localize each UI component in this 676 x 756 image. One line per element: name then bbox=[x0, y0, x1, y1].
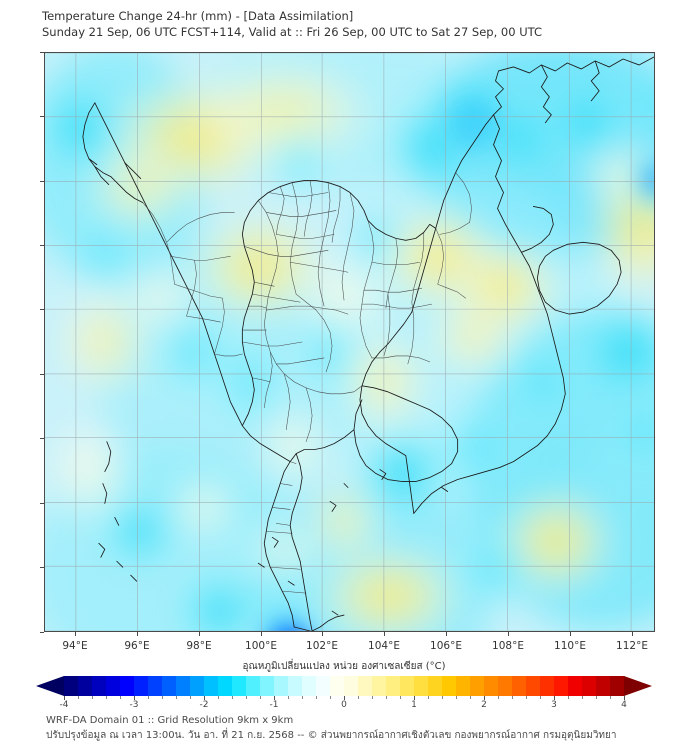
colorbar-tick-label: -4 bbox=[59, 700, 69, 710]
colorbar-tick-minor bbox=[148, 696, 149, 699]
xtick-label-106e: 106°E bbox=[430, 640, 462, 652]
colorbar-tick-minor bbox=[400, 696, 401, 699]
xtick-label-100e: 100°E bbox=[245, 640, 277, 652]
xtick-mark bbox=[75, 632, 76, 636]
xtick-mark bbox=[384, 632, 385, 636]
xtick-mark bbox=[137, 632, 138, 636]
ytick-mark bbox=[40, 632, 44, 633]
xtick-mark bbox=[508, 632, 509, 636]
colorbar-tick-minor bbox=[540, 696, 541, 699]
ytick-mark bbox=[40, 52, 44, 53]
chart-title: Temperature Change 24-hr (mm) - [Data As… bbox=[42, 9, 652, 40]
colorbar-tick-minor bbox=[610, 696, 611, 699]
xtick-label-94e: 94°E bbox=[62, 640, 88, 652]
ytick-mark bbox=[40, 503, 44, 504]
xtick-mark bbox=[261, 632, 262, 636]
colorbar-tick-minor bbox=[330, 696, 331, 699]
colorbar-tick-major bbox=[484, 696, 485, 700]
colorbar-tick-minor bbox=[442, 696, 443, 699]
colorbar-axis: -4 -3 -2 -1 0 1 2 3 4 bbox=[36, 696, 652, 712]
xtick-label-110e: 110°E bbox=[554, 640, 586, 652]
ytick-mark bbox=[40, 374, 44, 375]
colorbar-tick-minor bbox=[581, 696, 583, 699]
ytick-mark bbox=[40, 181, 44, 182]
colorbar-tick-label: 0 bbox=[341, 700, 347, 710]
xtick-mark bbox=[570, 632, 571, 636]
colorbar-tick-minor bbox=[92, 696, 93, 699]
colorbar: อุณหภูมิเปลี่ยนแปลง หน่วย องศาเซลเซียส (… bbox=[36, 660, 652, 712]
xtick-label-108e: 108°E bbox=[492, 640, 524, 652]
ytick-mark bbox=[40, 309, 44, 310]
colorbar-tick-minor bbox=[470, 696, 471, 699]
colorbar-tick-minor bbox=[568, 696, 569, 699]
map-plot-area[interactable] bbox=[44, 52, 655, 632]
colorbar-tick-minor bbox=[218, 696, 219, 699]
colorbar-tick-minor bbox=[176, 696, 177, 699]
colorbar-tick-minor bbox=[260, 696, 261, 699]
colorbar-gradient[interactable] bbox=[36, 676, 652, 696]
colorbar-tick-minor bbox=[302, 696, 303, 699]
map-figure: 4°N 6°N 8°N 10°N 12°N 14°N 16°N 18°N 20°… bbox=[40, 52, 655, 652]
colorbar-tick-major bbox=[274, 696, 275, 700]
temperature-anomaly-field bbox=[45, 53, 654, 631]
colorbar-tick-major bbox=[64, 696, 65, 700]
title-line-2: Sunday 21 Sep, 06 UTC FCST+114, Valid at… bbox=[42, 24, 542, 39]
ytick-mark bbox=[40, 567, 44, 568]
colorbar-tick-minor bbox=[512, 696, 513, 699]
colorbar-tick-label: 3 bbox=[551, 700, 557, 710]
colorbar-tick-minor bbox=[498, 696, 499, 699]
colorbar-tick-major bbox=[134, 696, 135, 700]
colorbar-tick-minor bbox=[386, 696, 387, 699]
colorbar-tick-major bbox=[344, 696, 345, 700]
colorbar-tick-label: -3 bbox=[129, 700, 139, 710]
colorbar-tick-minor bbox=[232, 696, 233, 699]
colorbar-tick-major bbox=[204, 696, 205, 700]
ytick-mark bbox=[40, 438, 44, 439]
xtick-mark bbox=[199, 632, 200, 636]
footer-line-1: WRF-DA Domain 01 :: Grid Resolution 9km … bbox=[46, 715, 294, 726]
title-line-1: Temperature Change 24-hr (mm) - [Data As… bbox=[42, 9, 354, 23]
xtick-mark bbox=[446, 632, 447, 636]
colorbar-tick-minor bbox=[372, 696, 373, 699]
colorbar-tick-label: -2 bbox=[199, 700, 209, 710]
xtick-label-96e: 96°E bbox=[124, 640, 150, 652]
colorbar-tick-minor bbox=[106, 696, 107, 699]
xtick-mark bbox=[632, 632, 633, 636]
colorbar-tick-major bbox=[624, 696, 625, 700]
colorbar-tick-minor bbox=[456, 696, 457, 699]
colorbar-tick-minor bbox=[120, 696, 121, 699]
colorbar-tick-label: 2 bbox=[481, 700, 487, 710]
colorbar-tick-minor bbox=[358, 696, 359, 699]
xtick-label-104e: 104°E bbox=[368, 640, 400, 652]
colorbar-tick-minor bbox=[162, 696, 163, 699]
colorbar-tick-minor bbox=[428, 696, 429, 699]
xtick-label-112e: 112°E bbox=[616, 640, 648, 652]
colorbar-tick-label: -1 bbox=[269, 700, 279, 710]
colorbar-tick-minor bbox=[246, 696, 247, 699]
colorbar-tick-minor bbox=[316, 696, 317, 699]
colorbar-tick-minor bbox=[78, 696, 79, 699]
ytick-mark bbox=[40, 245, 44, 246]
colorbar-tick-minor bbox=[190, 696, 191, 699]
colorbar-tick-minor bbox=[596, 696, 597, 699]
colorbar-tick-minor bbox=[288, 696, 289, 699]
xtick-label-98e: 98°E bbox=[186, 640, 212, 652]
xtick-mark bbox=[322, 632, 323, 636]
colorbar-tick-label: 1 bbox=[411, 700, 417, 710]
colorbar-title: อุณหภูมิเปลี่ยนแปลง หน่วย องศาเซลเซียส (… bbox=[242, 661, 446, 672]
colorbar-tick-minor bbox=[526, 696, 527, 699]
footer-line-2: ปรับปรุงข้อมูล ณ เวลา 13:00น. วัน อา. ที… bbox=[46, 730, 617, 741]
footer: WRF-DA Domain 01 :: Grid Resolution 9km … bbox=[46, 713, 646, 743]
colorbar-tick-major bbox=[554, 696, 555, 700]
xtick-label-102e: 102°E bbox=[306, 640, 338, 652]
colorbar-tick-major bbox=[414, 696, 415, 700]
colorbar-tick-label: 4 bbox=[621, 700, 627, 710]
ytick-mark bbox=[40, 116, 44, 117]
